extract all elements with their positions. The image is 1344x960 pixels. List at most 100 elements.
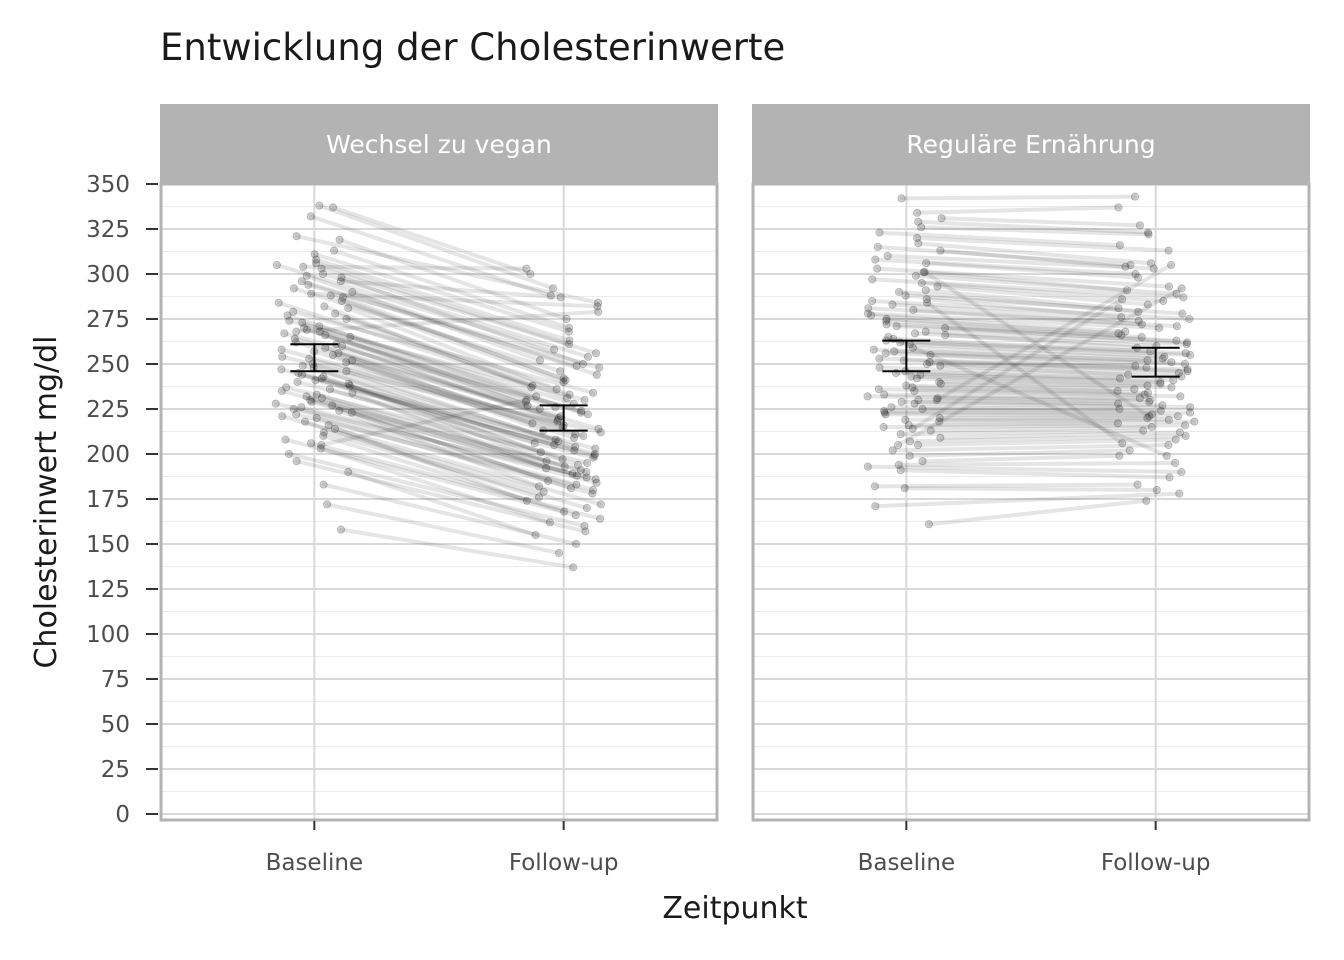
data-point — [896, 466, 905, 475]
data-point — [873, 264, 882, 273]
data-point — [591, 444, 600, 453]
data-point — [304, 280, 313, 289]
data-point — [319, 372, 328, 381]
data-point — [277, 386, 286, 396]
data-point — [1131, 361, 1140, 370]
subject-line — [881, 423, 1188, 429]
data-point — [312, 390, 321, 399]
data-point — [576, 408, 586, 417]
data-point — [1126, 260, 1135, 270]
data-point — [902, 381, 911, 390]
y-tick-label: 200 — [86, 442, 130, 468]
subject-line — [346, 306, 559, 392]
subject-line — [928, 425, 1154, 433]
data-point — [1172, 289, 1181, 298]
subject-line — [912, 389, 1183, 399]
subject-line — [883, 412, 1180, 419]
data-point — [307, 439, 316, 448]
data-point — [330, 424, 340, 433]
data-point — [315, 327, 324, 336]
data-point — [1183, 365, 1192, 374]
data-point — [556, 367, 565, 376]
subject-line — [339, 275, 585, 366]
data-point — [1181, 349, 1190, 358]
data-point — [914, 217, 923, 226]
data-point — [1167, 260, 1176, 270]
data-point — [1177, 284, 1186, 293]
data-point — [894, 287, 904, 297]
subject-line — [873, 257, 1138, 276]
data-point — [1159, 296, 1168, 306]
data-point — [292, 327, 301, 336]
data-point — [1146, 259, 1156, 268]
data-point — [558, 455, 567, 464]
data-point — [300, 417, 310, 426]
data-point — [554, 437, 563, 446]
data-point — [282, 383, 291, 392]
subject-line — [889, 405, 1122, 411]
data-point — [560, 507, 569, 516]
data-point — [1130, 385, 1139, 394]
data-point — [1134, 316, 1143, 325]
data-point — [882, 320, 891, 329]
x-tick-label: Follow-up — [1101, 850, 1211, 876]
error-bar — [290, 343, 339, 373]
data-point — [593, 298, 603, 307]
data-point — [941, 331, 950, 340]
data-point — [1147, 422, 1156, 432]
y-tick-label: 75 — [101, 667, 130, 693]
data-point — [317, 440, 326, 450]
data-point — [271, 399, 280, 408]
subject-line — [869, 313, 1128, 334]
subject-line — [904, 383, 1120, 393]
subject-line — [902, 486, 1159, 492]
subject-line — [884, 322, 1144, 339]
data-point — [346, 332, 355, 342]
subject-line — [870, 299, 1192, 321]
subject-line — [314, 392, 583, 473]
subject-line — [907, 448, 1132, 458]
subject-line — [915, 205, 1121, 215]
data-point — [348, 388, 357, 397]
data-point — [337, 296, 346, 306]
data-point — [926, 350, 935, 360]
subject-line — [294, 459, 588, 534]
subject-line — [934, 263, 1174, 402]
data-point — [573, 460, 582, 469]
data-point — [932, 395, 941, 405]
subject-line — [898, 340, 1193, 357]
data-point — [579, 431, 588, 441]
data-point — [302, 325, 311, 334]
data-point — [563, 394, 572, 403]
data-point — [596, 428, 605, 437]
data-point — [863, 462, 872, 471]
y-tick-label: 300 — [86, 262, 130, 288]
data-point — [328, 203, 338, 212]
subject-line — [330, 353, 546, 433]
subject-line — [870, 277, 1186, 300]
data-point — [530, 439, 539, 448]
subject-line — [899, 399, 1165, 408]
data-point — [1131, 269, 1140, 279]
data-point — [1171, 435, 1180, 444]
subject-line — [328, 293, 566, 381]
data-point — [274, 298, 283, 307]
subject-line — [884, 338, 1188, 356]
data-point — [312, 413, 321, 423]
data-point — [572, 361, 581, 370]
data-point — [289, 404, 298, 414]
data-point — [595, 363, 604, 372]
data-point — [532, 392, 541, 401]
data-point — [539, 487, 548, 496]
data-point — [1169, 376, 1178, 385]
data-point — [1118, 439, 1127, 448]
subject-line — [292, 336, 563, 419]
subject-line — [912, 331, 1159, 348]
data-point — [335, 235, 344, 244]
data-point — [935, 413, 944, 423]
data-point — [292, 457, 301, 466]
data-point — [565, 390, 574, 399]
data-point — [914, 395, 923, 405]
data-point — [591, 349, 601, 358]
data-point — [318, 269, 328, 279]
